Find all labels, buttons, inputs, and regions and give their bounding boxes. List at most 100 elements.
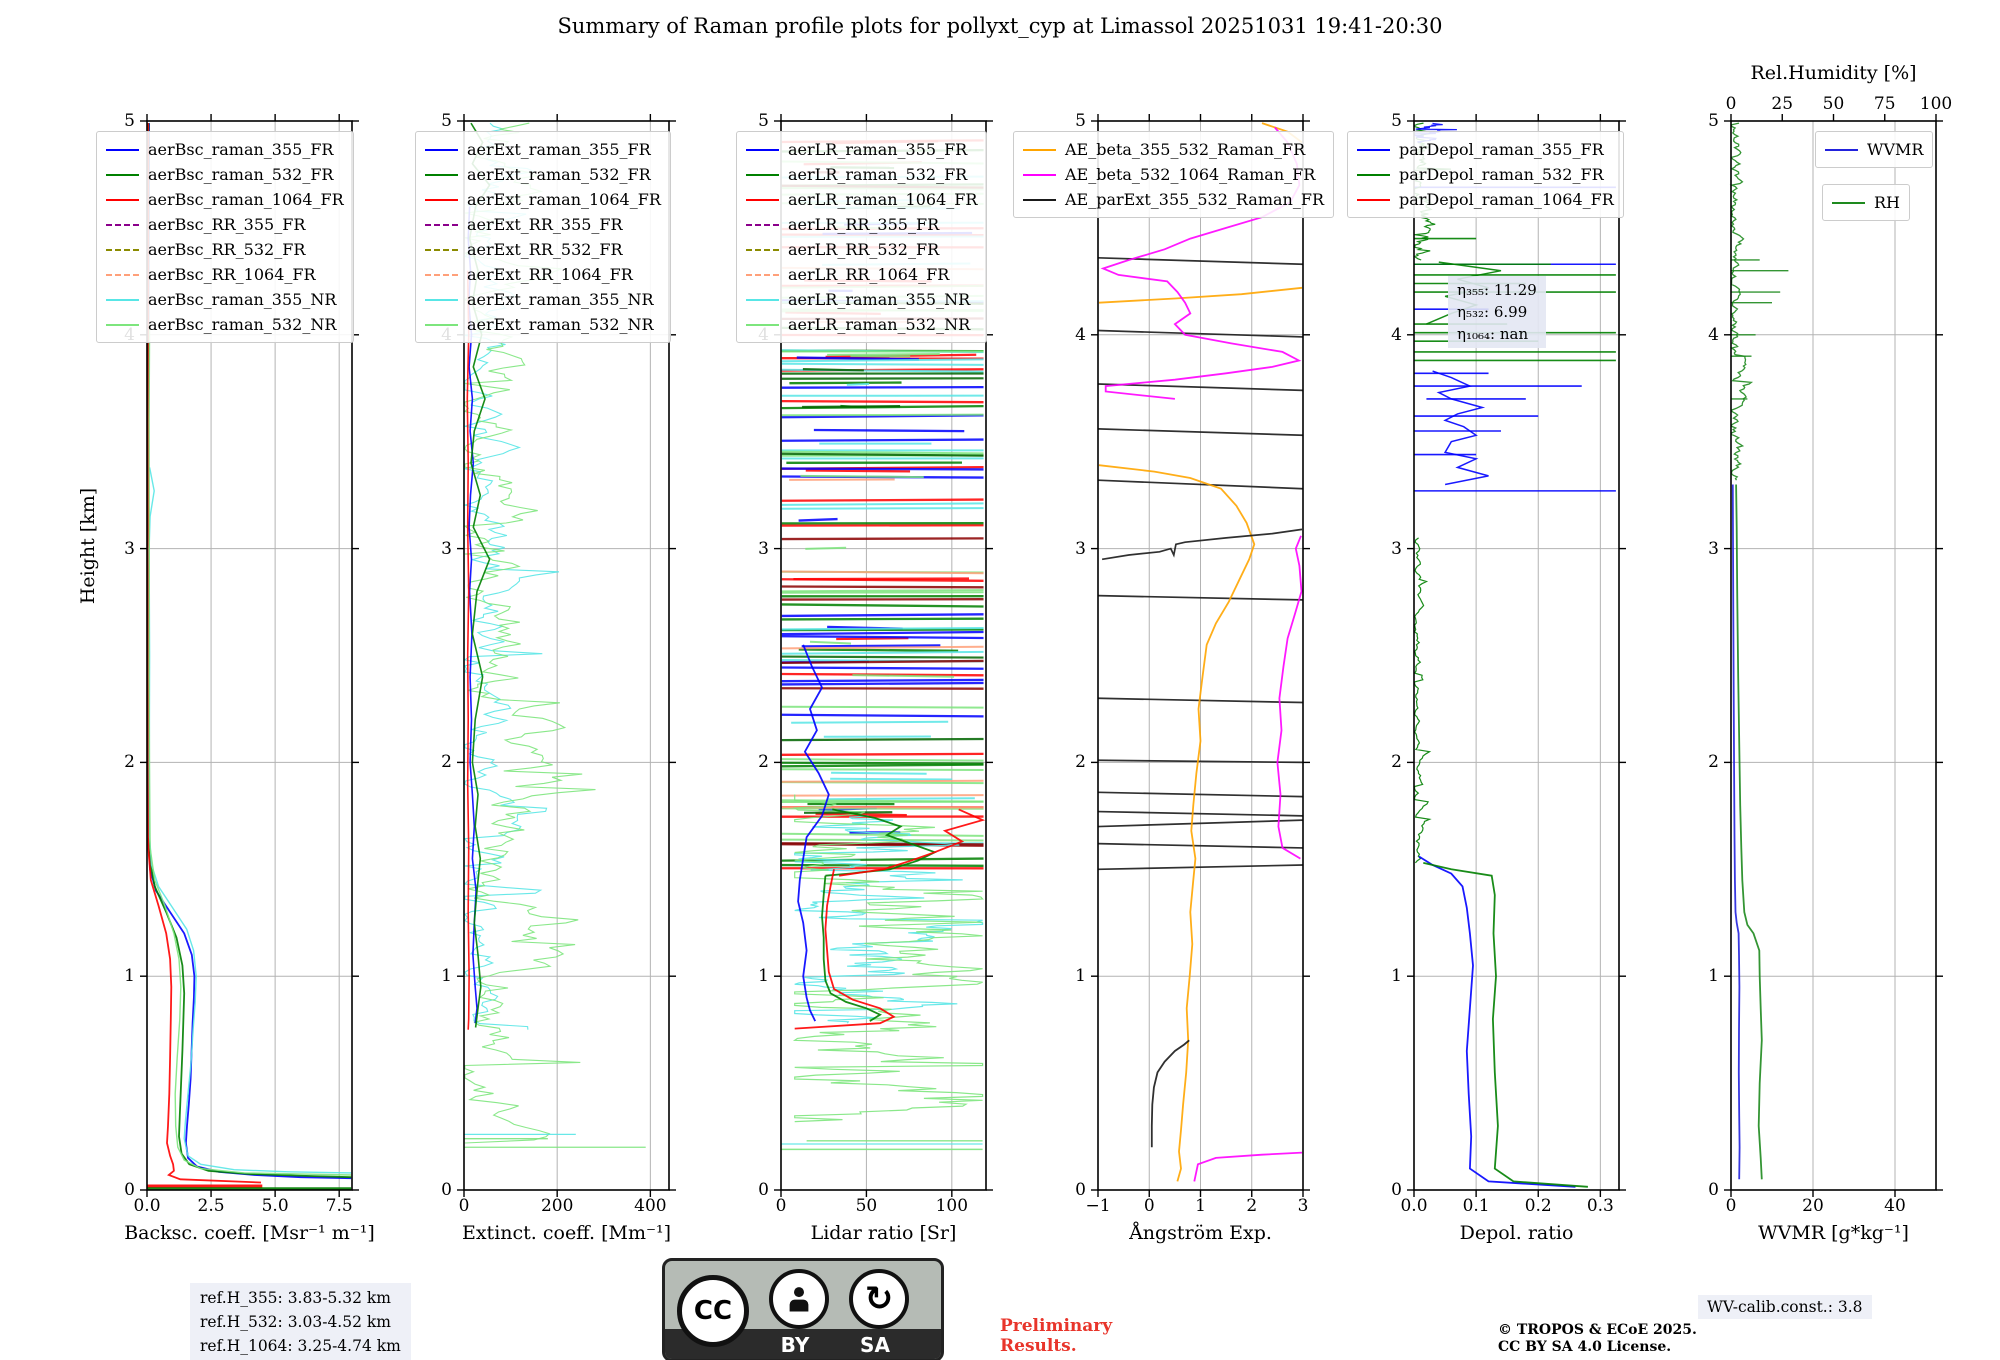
wvmr-top-xtick-100: 100 [1919, 94, 1953, 114]
legend-label: aerBsc_raman_355_FR [148, 140, 334, 159]
legend-entry-aerBsc_raman_532_NR: aerBsc_raman_532_NR [106, 312, 344, 337]
angstrom-ytick-2: 2 [1075, 752, 1086, 773]
legend-entry-parDepol_raman_532_FR: parDepol_raman_532_FR [1357, 162, 1614, 187]
depol-ratio-ytick-3: 3 [1391, 538, 1402, 559]
wvmr-top-xtick-25: 25 [1771, 94, 1794, 114]
legend-line-swatch [1825, 148, 1858, 151]
lidar-ratio-series-aerLR_raman_1064_FR_up [838, 808, 986, 877]
legend-entry-parDepol_raman_1064_FR: parDepol_raman_1064_FR [1357, 187, 1614, 212]
cc-sa-label: SA [860, 1333, 890, 1357]
legend-entry-AE_beta_355_532_Raman_FR: AE_beta_355_532_Raman_FR [1023, 137, 1324, 162]
angstrom-ytick-0: 0 [1075, 1180, 1086, 1200]
angstrom-axis-label: Ångström Exp. [1129, 1222, 1272, 1244]
legend-entry-aerExt_raman_355_FR: aerExt_raman_355_FR [425, 137, 661, 162]
legend-entry-aerLR_raman_532_NR: aerLR_raman_532_NR [746, 312, 977, 337]
backscatter-axis-label: Backsc. coeff. [Msr⁻¹ m⁻¹] [124, 1222, 375, 1244]
legend-label: aerExt_raman_532_NR [467, 315, 654, 334]
eta-annotation: η₃₅₅: 11.29 η₅₃₂: 6.99 η₁₀₆₄: nan [1448, 276, 1546, 348]
wvmr-ytick-1: 1 [1708, 966, 1719, 987]
legend-label: RH [1874, 193, 1900, 212]
wvmr-ytick-0: 0 [1708, 1180, 1719, 1200]
legend-entry-aerLR_raman_355_NR: aerLR_raman_355_NR [746, 287, 977, 312]
depol-ratio-xtick-0.0: 0.0 [1400, 1196, 1428, 1216]
wv-calibration-annotation: WV-calib.const.: 3.8 [1698, 1295, 1872, 1319]
extinction-xtick-200: 200 [540, 1196, 574, 1216]
angstrom-xtick-3: 3 [1297, 1196, 1309, 1216]
legend-label: aerBsc_RR_1064_FR [148, 265, 316, 284]
legend-label: AE_beta_355_532_Raman_FR [1065, 140, 1306, 159]
legend-label: aerLR_raman_532_FR [788, 165, 968, 184]
legend-line-swatch [746, 198, 779, 201]
legend-entry-RH: RH [1832, 190, 1900, 215]
legend-line-swatch [425, 173, 458, 176]
legend-label: aerLR_raman_355_FR [788, 140, 968, 159]
backscatter-xtick-0.0: 0.0 [133, 1196, 161, 1216]
legend-label: aerBsc_RR_355_FR [148, 215, 306, 234]
eta-355: η₃₅₅: 11.29 [1457, 281, 1537, 299]
legend-label: aerExt_raman_355_FR [467, 140, 651, 159]
legend-label: aerExt_RR_1064_FR [467, 265, 633, 284]
depol-ratio-ytick-4: 4 [1391, 324, 1402, 345]
lidar-ratio-series-aerLR_raman_1064_FR_low [794, 869, 896, 1030]
extinction-ytick-1: 1 [441, 966, 452, 987]
legend-label: aerExt_RR_355_FR [467, 215, 623, 234]
share-alike-icon: ↻ [849, 1269, 909, 1329]
legend-entry-aerExt_RR_532_FR: aerExt_RR_532_FR [425, 237, 661, 262]
wvmr-xtick-40: 40 [1884, 1196, 1906, 1216]
legend-line-swatch [425, 248, 458, 251]
legend-label: aerLR_raman_355_NR [788, 290, 971, 309]
depol-ratio-legend: parDepol_raman_355_FR parDepol_raman_532_… [1347, 131, 1624, 218]
depol-ratio-xtick-0.1: 0.1 [1462, 1196, 1490, 1216]
lidar-ratio-xtick-50: 50 [855, 1196, 878, 1216]
lidar-ratio-ytick-1: 1 [758, 966, 769, 987]
angstrom-ytick-1: 1 [1075, 966, 1086, 987]
legend-entry-aerLR_RR_1064_FR: aerLR_RR_1064_FR [746, 262, 977, 287]
reference-height-annotation: ref.H_355: 3.83-5.32 km ref.H_532: 3.03-… [190, 1283, 411, 1360]
legend-line-swatch [425, 273, 458, 276]
legend-label: AE_parExt_355_532_Raman_FR [1065, 190, 1324, 209]
legend-line-swatch [1357, 148, 1390, 151]
legend-entry-aerBsc_raman_532_FR: aerBsc_raman_532_FR [106, 162, 344, 187]
legend-entry-aerBsc_RR_532_FR: aerBsc_RR_532_FR [106, 237, 344, 262]
depol-ratio-axis-label: Depol. ratio [1459, 1222, 1574, 1244]
lidar-ratio-ytick-3: 3 [758, 538, 769, 559]
legend-label: aerBsc_raman_532_FR [148, 165, 334, 184]
depol-ratio-xtick-0.2: 0.2 [1524, 1196, 1552, 1216]
extinction-series-aerExt_raman_1064_FR [466, 270, 470, 1030]
legend-label: aerLR_RR_1064_FR [788, 265, 950, 284]
cc-icon: CC [677, 1275, 749, 1347]
legend-label: AE_beta_532_1064_Raman_FR [1065, 165, 1316, 184]
lidar-ratio-series-aerLR_raman_355_FR [797, 644, 830, 1022]
legend-entry-aerBsc_RR_355_FR: aerBsc_RR_355_FR [106, 212, 344, 237]
angstrom-xtick-1: 1 [1195, 1196, 1206, 1216]
legend-entry-aerBsc_raman_1064_FR: aerBsc_raman_1064_FR [106, 187, 344, 212]
extinction-legend: aerExt_raman_355_FR aerExt_raman_532_FR ae… [415, 131, 671, 343]
legend-entry-aerLR_raman_532_FR: aerLR_raman_532_FR [746, 162, 977, 187]
backscatter-xtick-2.5: 2.5 [197, 1196, 225, 1216]
wvmr-top-xtick-0: 0 [1725, 94, 1737, 114]
legend-line-swatch [106, 148, 139, 151]
lidar-ratio-ytick-5: 5 [758, 111, 769, 131]
depol-ratio-ytick-0: 0 [1391, 1180, 1402, 1200]
rh-legend: RH [1822, 184, 1910, 221]
depol-ratio-ytick-1: 1 [1391, 966, 1402, 987]
depol-ratio-ytick-5: 5 [1391, 111, 1402, 131]
cc-by-sa-badge: CC ↻ BY SA [662, 1258, 944, 1360]
extinction-ytick-0: 0 [441, 1180, 452, 1200]
legend-line-swatch [746, 223, 779, 226]
backscatter-ytick-2: 2 [124, 752, 135, 773]
lidar-ratio-ytick-2: 2 [758, 752, 769, 773]
extinction-ytick-3: 3 [441, 538, 452, 559]
backscatter-series-aerBsc_raman_1064_FR [147, 123, 262, 1184]
legend-label: aerExt_RR_532_FR [467, 240, 623, 259]
legend-label: aerBsc_RR_532_FR [148, 240, 306, 259]
copyright-note: © TROPOS & ECoE 2025. CC BY SA 4.0 Licen… [1498, 1322, 1697, 1355]
legend-entry-AE_parExt_355_532_Raman_FR: AE_parExt_355_532_Raman_FR [1023, 187, 1324, 212]
legend-label: aerLR_raman_1064_FR [788, 190, 978, 209]
wvmr-top-xtick-50: 50 [1822, 94, 1845, 114]
legend-entry-AE_beta_532_1064_Raman_FR: AE_beta_532_1064_Raman_FR [1023, 162, 1324, 187]
extinction-ytick-2: 2 [441, 752, 452, 773]
legend-line-swatch [746, 148, 779, 151]
legend-line-swatch [746, 298, 779, 301]
eta-532: η₅₃₂: 6.99 [1457, 303, 1528, 321]
